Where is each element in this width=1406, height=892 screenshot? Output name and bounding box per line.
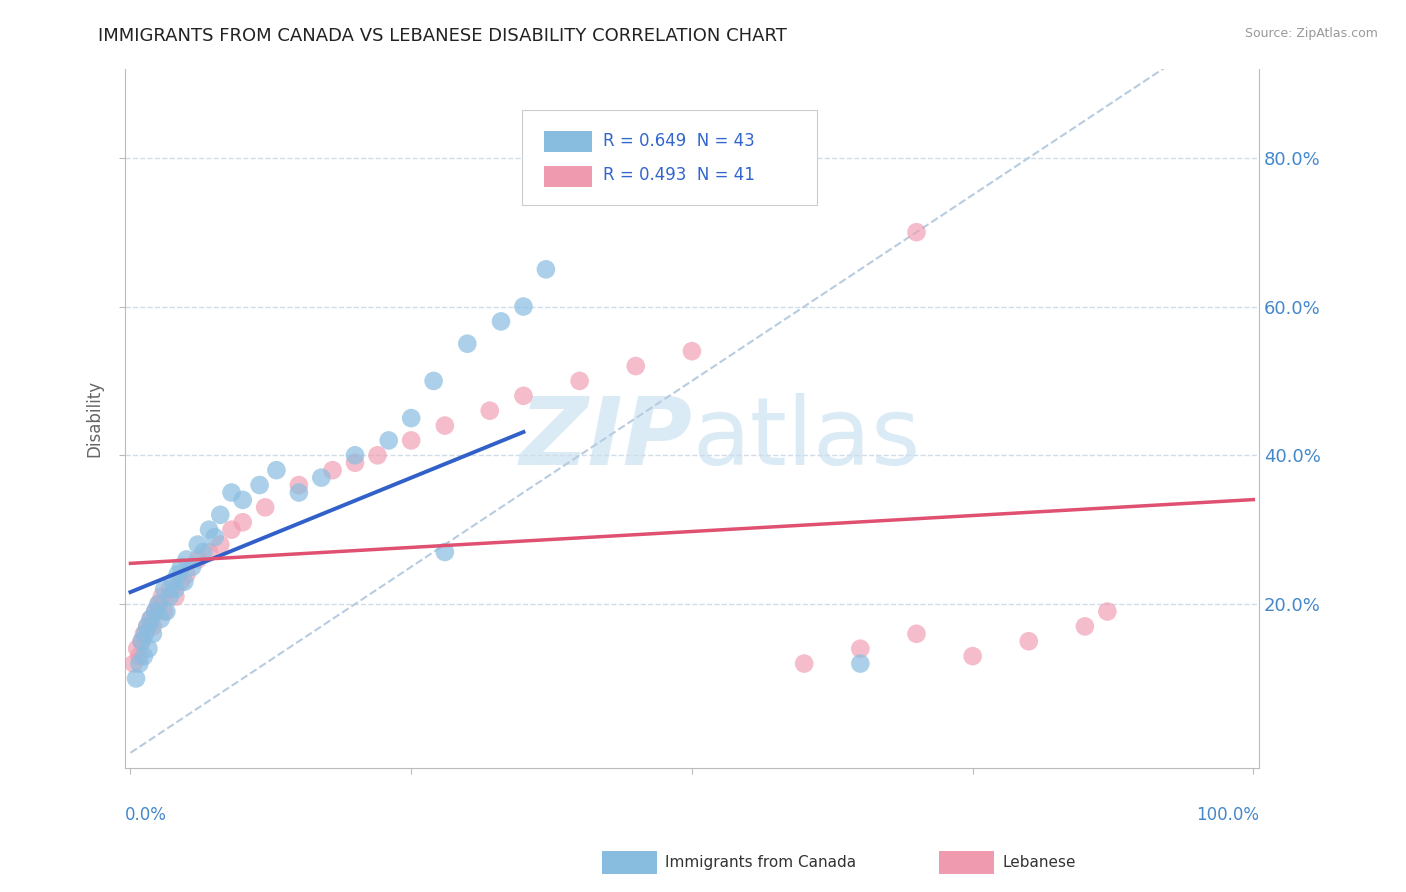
Point bbox=[139, 612, 162, 626]
Point bbox=[165, 582, 187, 597]
Point bbox=[849, 641, 872, 656]
Point bbox=[176, 567, 198, 582]
Text: R = 0.649  N = 43: R = 0.649 N = 43 bbox=[603, 131, 755, 150]
Point bbox=[399, 434, 422, 448]
Point bbox=[176, 552, 198, 566]
Point bbox=[148, 597, 170, 611]
Point bbox=[681, 344, 703, 359]
Point bbox=[198, 523, 221, 537]
Point bbox=[905, 225, 928, 239]
Text: Lebanese: Lebanese bbox=[1002, 855, 1076, 870]
Point bbox=[162, 574, 184, 589]
Point bbox=[1074, 619, 1097, 633]
Point bbox=[568, 374, 591, 388]
Point bbox=[128, 657, 150, 671]
Point bbox=[150, 590, 173, 604]
Text: 100.0%: 100.0% bbox=[1197, 806, 1258, 824]
Point bbox=[122, 657, 145, 671]
Point bbox=[288, 478, 311, 492]
Point bbox=[165, 590, 187, 604]
Point bbox=[399, 411, 422, 425]
Point bbox=[148, 597, 170, 611]
Point bbox=[344, 456, 367, 470]
Point bbox=[181, 560, 204, 574]
Point bbox=[132, 627, 155, 641]
Point bbox=[136, 619, 159, 633]
Point bbox=[489, 314, 512, 328]
Point bbox=[127, 641, 149, 656]
Point bbox=[139, 612, 162, 626]
Point bbox=[1018, 634, 1040, 648]
Point bbox=[232, 515, 254, 529]
Point bbox=[131, 634, 153, 648]
Point bbox=[377, 434, 399, 448]
Point bbox=[204, 530, 226, 544]
Point bbox=[322, 463, 344, 477]
Point bbox=[131, 634, 153, 648]
Point bbox=[793, 657, 815, 671]
Point bbox=[134, 627, 156, 641]
Point bbox=[149, 612, 172, 626]
Text: Immigrants from Canada: Immigrants from Canada bbox=[665, 855, 856, 870]
Point bbox=[624, 359, 647, 373]
Point bbox=[209, 508, 232, 522]
Text: atlas: atlas bbox=[692, 393, 920, 485]
FancyBboxPatch shape bbox=[522, 111, 817, 205]
Point bbox=[478, 403, 501, 417]
Point bbox=[422, 374, 444, 388]
Point bbox=[249, 478, 271, 492]
Point bbox=[366, 448, 388, 462]
Point bbox=[143, 605, 166, 619]
Point bbox=[166, 567, 188, 582]
Point bbox=[232, 492, 254, 507]
Point bbox=[153, 582, 176, 597]
Text: 0.0%: 0.0% bbox=[125, 806, 167, 824]
Point bbox=[128, 649, 150, 664]
Point bbox=[311, 470, 333, 484]
Point bbox=[143, 605, 166, 619]
Point bbox=[849, 657, 872, 671]
FancyBboxPatch shape bbox=[544, 167, 592, 187]
Point bbox=[159, 590, 181, 604]
Point bbox=[905, 627, 928, 641]
Point bbox=[193, 545, 215, 559]
Point bbox=[159, 582, 181, 597]
Point bbox=[344, 448, 367, 462]
Y-axis label: Disability: Disability bbox=[86, 380, 103, 457]
Point bbox=[155, 605, 177, 619]
Point bbox=[170, 574, 193, 589]
Point bbox=[266, 463, 288, 477]
Point bbox=[136, 619, 159, 633]
Point bbox=[198, 545, 221, 559]
Point bbox=[170, 560, 193, 574]
Point bbox=[142, 627, 165, 641]
Point bbox=[433, 418, 456, 433]
Point bbox=[132, 649, 155, 664]
Text: Source: ZipAtlas.com: Source: ZipAtlas.com bbox=[1244, 27, 1378, 40]
Point bbox=[187, 552, 209, 566]
FancyBboxPatch shape bbox=[544, 131, 592, 153]
Point bbox=[534, 262, 557, 277]
Text: R = 0.493  N = 41: R = 0.493 N = 41 bbox=[603, 167, 755, 185]
Point bbox=[125, 672, 148, 686]
Point bbox=[153, 605, 176, 619]
Point bbox=[221, 485, 243, 500]
Text: ZIP: ZIP bbox=[519, 393, 692, 485]
Point bbox=[512, 389, 534, 403]
Point bbox=[962, 649, 984, 664]
Text: IMMIGRANTS FROM CANADA VS LEBANESE DISABILITY CORRELATION CHART: IMMIGRANTS FROM CANADA VS LEBANESE DISAB… bbox=[98, 27, 787, 45]
Point bbox=[209, 537, 232, 551]
Point bbox=[254, 500, 277, 515]
Point bbox=[221, 523, 243, 537]
Point bbox=[433, 545, 456, 559]
Point bbox=[512, 300, 534, 314]
Point bbox=[138, 641, 160, 656]
Point bbox=[173, 574, 195, 589]
Point bbox=[288, 485, 311, 500]
Point bbox=[187, 537, 209, 551]
Point bbox=[1097, 605, 1119, 619]
Point bbox=[456, 336, 478, 351]
Point bbox=[142, 619, 165, 633]
